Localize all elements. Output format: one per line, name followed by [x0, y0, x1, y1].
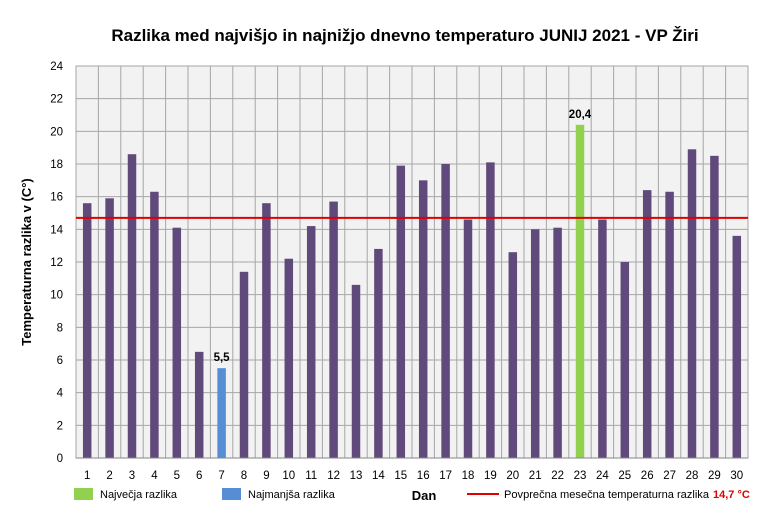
x-tick-label: 29	[708, 470, 721, 482]
x-tick-label: 1	[84, 470, 90, 482]
bar-day-24	[598, 219, 607, 458]
bar-day-23	[575, 124, 585, 459]
bar-day-27	[665, 191, 674, 458]
x-axis-ticks: 1 2 3 4 5 6 7 8 9 10 11 12 13 14 15 16 17 18 19 20 21 22 23 24 2…	[84, 470, 743, 482]
legend: Največja razlika Najmanjša razlika Povpr…	[74, 488, 750, 501]
x-tick-label: 26	[641, 470, 654, 482]
bar-day-11	[306, 226, 316, 458]
bar-day-10	[284, 258, 294, 458]
bar-day-16	[418, 180, 428, 459]
x-tick-label: 7	[218, 470, 224, 482]
bar-day-17	[441, 164, 450, 458]
x-tick-label: 6	[196, 470, 202, 482]
legend-max-swatch	[74, 488, 93, 500]
x-tick-label: 24	[596, 470, 609, 482]
y-tick-label: 4	[57, 388, 64, 400]
x-tick-label: 15	[394, 470, 407, 482]
bar-day-21	[530, 229, 540, 458]
x-tick-label: 12	[327, 470, 340, 482]
y-tick-label: 8	[57, 322, 63, 334]
bar-day-12	[329, 201, 338, 459]
x-tick-label: 25	[618, 470, 631, 482]
x-tick-label: 30	[730, 470, 743, 482]
bar-day-6	[194, 351, 204, 458]
bar-day-15	[396, 165, 406, 458]
x-tick-label: 20	[506, 470, 519, 482]
bar-day-5	[172, 227, 182, 458]
legend-average-label: Povprečna mesečna temperaturna razlika	[504, 489, 710, 501]
y-tick-label: 20	[50, 126, 63, 138]
bar-day-7	[217, 368, 226, 458]
bar-day-8	[239, 271, 249, 458]
bar-day-13	[351, 284, 361, 458]
y-tick-label: 0	[57, 453, 63, 465]
legend-min-swatch	[222, 488, 241, 500]
x-tick-label: 14	[372, 470, 385, 482]
y-tick-label: 6	[57, 355, 63, 367]
bar-day-14	[374, 248, 383, 458]
y-axis-label: Temperaturna razlika v (C°)	[19, 178, 34, 346]
x-tick-label: 22	[551, 470, 564, 482]
bar-day-29	[710, 155, 719, 459]
bar-day-18	[463, 219, 473, 458]
x-tick-label: 17	[439, 470, 452, 482]
x-tick-label: 4	[151, 470, 158, 482]
y-tick-label: 14	[50, 224, 63, 236]
x-tick-label: 3	[129, 470, 135, 482]
bar-day-28	[687, 149, 697, 459]
x-tick-label: 9	[263, 470, 269, 482]
x-tick-label: 21	[529, 470, 542, 482]
chart-title: Razlika med najvišjo in najnižjo dnevno …	[111, 26, 698, 45]
x-tick-label: 16	[417, 470, 430, 482]
bar-day-3	[127, 154, 137, 458]
bar-series	[82, 124, 742, 459]
y-tick-label: 10	[50, 290, 63, 302]
bar-day-30	[732, 235, 742, 458]
bar-day-2	[105, 198, 114, 459]
data-label-max: 20,4	[569, 109, 592, 121]
x-tick-label: 13	[350, 470, 363, 482]
data-labels: 20,4 5,5	[214, 109, 592, 364]
bar-day-25	[620, 262, 630, 458]
x-tick-label: 19	[484, 470, 497, 482]
y-tick-label: 22	[50, 94, 63, 106]
y-tick-label: 18	[50, 159, 63, 171]
y-tick-label: 12	[50, 257, 63, 269]
x-tick-label: 11	[305, 470, 317, 482]
data-label-min: 5,5	[214, 352, 231, 364]
x-tick-label: 28	[686, 470, 699, 482]
legend-max-label: Največja razlika	[100, 489, 178, 501]
x-tick-label: 2	[106, 470, 112, 482]
bar-day-9	[262, 203, 271, 458]
x-tick-label: 18	[462, 470, 475, 482]
legend-average-value: 14,7 °C	[713, 489, 750, 501]
bar-day-22	[553, 227, 562, 458]
y-tick-label: 24	[50, 61, 63, 73]
x-tick-label: 10	[282, 470, 295, 482]
x-tick-label: 27	[663, 470, 676, 482]
bar-day-4	[150, 191, 159, 458]
y-tick-label: 16	[50, 192, 63, 204]
grid-lines	[76, 66, 748, 458]
x-tick-label: 23	[574, 470, 587, 482]
bar-day-1	[82, 203, 92, 458]
legend-min-label: Najmanjša razlika	[248, 489, 336, 501]
x-tick-label: 5	[174, 470, 180, 482]
bar-day-20	[508, 252, 518, 458]
x-axis-label: Dan	[412, 488, 437, 503]
x-tick-label: 8	[241, 470, 247, 482]
y-tick-label: 2	[57, 420, 63, 432]
bar-day-19	[486, 162, 495, 458]
bar-day-26	[642, 190, 652, 458]
